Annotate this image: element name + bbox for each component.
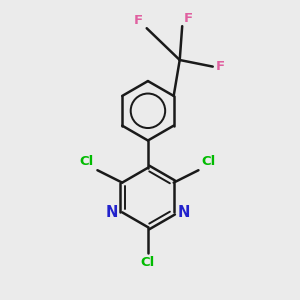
Text: N: N: [178, 205, 190, 220]
Text: F: F: [134, 14, 142, 27]
Text: F: F: [184, 11, 193, 25]
Text: Cl: Cl: [202, 155, 216, 168]
Text: F: F: [216, 60, 225, 73]
Text: Cl: Cl: [80, 155, 94, 168]
Text: N: N: [106, 205, 118, 220]
Text: Cl: Cl: [141, 256, 155, 269]
